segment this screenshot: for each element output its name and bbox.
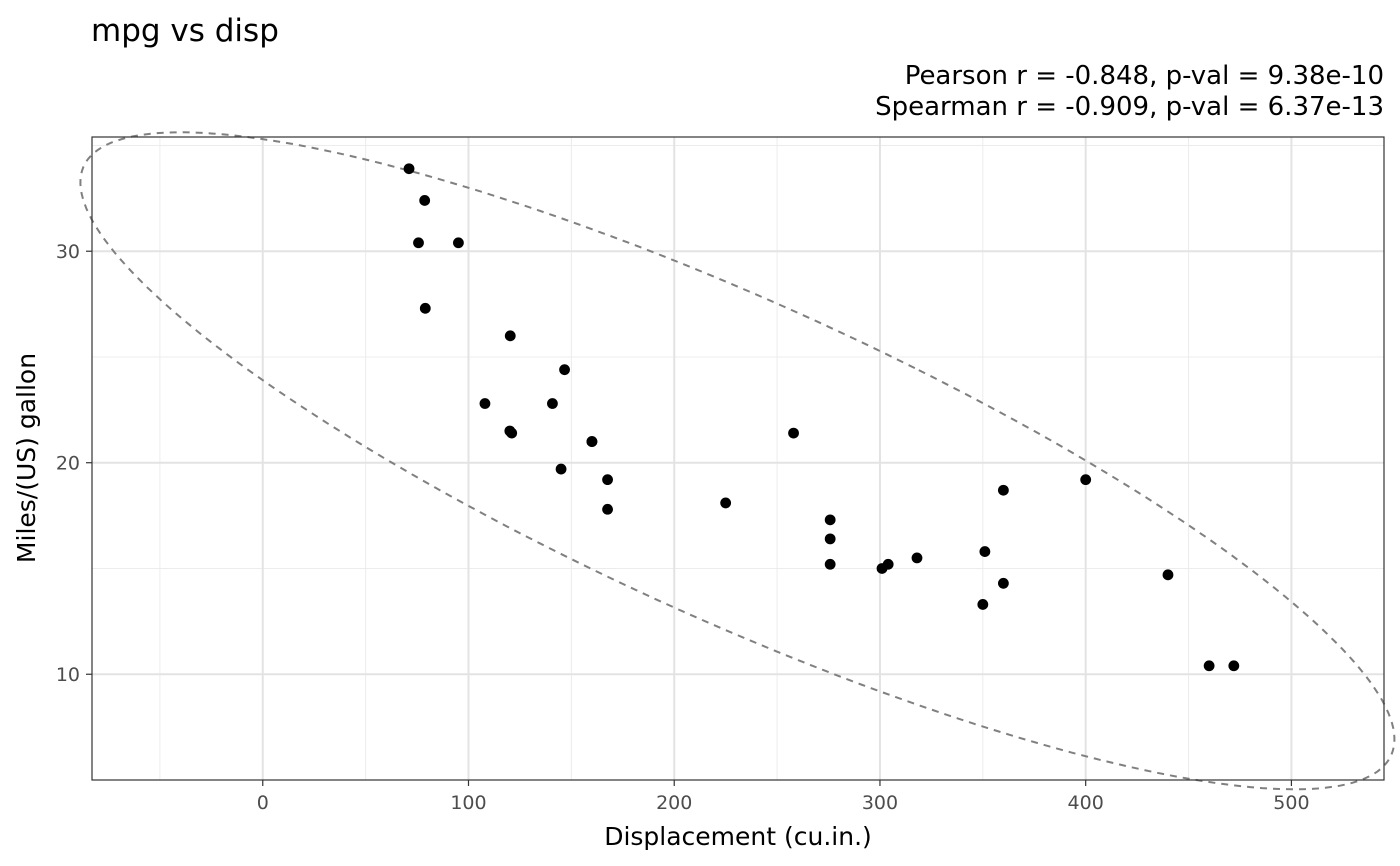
data-point [997, 484, 1009, 496]
data-points [403, 163, 1240, 672]
y-tick-label: 10 [56, 664, 80, 686]
y-axis-title: Miles/(US) gallon [12, 353, 41, 563]
data-point [479, 398, 491, 409]
data-point [979, 546, 991, 557]
data-point [413, 237, 424, 249]
data-point [824, 514, 836, 526]
data-point [419, 302, 431, 314]
data-point [1162, 569, 1174, 581]
data-point [824, 533, 836, 545]
y-tick-label: 20 [56, 453, 80, 475]
y-axis-ticks: 10 20 30 [56, 241, 92, 686]
x-axis-ticks: 0 100 200 300 400 500 [257, 780, 1310, 814]
data-point [602, 503, 613, 515]
data-point [1080, 474, 1092, 486]
data-point [1203, 660, 1215, 672]
pearson-annotation: Pearson r = -0.848, p-val = 9.38e-10 [905, 61, 1384, 91]
data-point [997, 577, 1009, 589]
x-axis-title: Displacement (cu.in.) [604, 822, 872, 851]
data-point [419, 195, 431, 206]
data-point [559, 364, 570, 376]
data-point [504, 330, 516, 342]
data-point [602, 474, 613, 486]
data-point [977, 599, 989, 610]
x-tick-label: 0 [257, 792, 269, 814]
data-point [506, 427, 518, 439]
data-point [453, 237, 464, 249]
data-point [403, 163, 415, 175]
confidence-ellipse-layer [79, 131, 1396, 791]
data-point [788, 427, 799, 439]
data-point [555, 463, 567, 475]
data-point [911, 552, 923, 564]
data-point [876, 563, 888, 574]
grid-lines [92, 137, 1384, 781]
plot-panel-background [92, 137, 1384, 780]
data-point [1228, 660, 1240, 672]
x-tick-label: 400 [1068, 792, 1104, 814]
plot-panel-border [91, 136, 1385, 781]
y-tick-label: 30 [56, 241, 80, 263]
x-tick-label: 500 [1273, 792, 1309, 814]
data-point [720, 497, 732, 509]
x-tick-label: 300 [862, 792, 898, 814]
x-tick-label: 100 [450, 792, 486, 814]
data-point [586, 436, 598, 447]
chart-title: mpg vs disp [91, 13, 279, 49]
data-point [824, 558, 836, 570]
confidence-ellipse [79, 131, 1396, 791]
data-point [547, 398, 558, 409]
spearman-annotation: Spearman r = -0.909, p-val = 6.37e-13 [875, 92, 1384, 122]
x-tick-label: 200 [656, 792, 692, 814]
